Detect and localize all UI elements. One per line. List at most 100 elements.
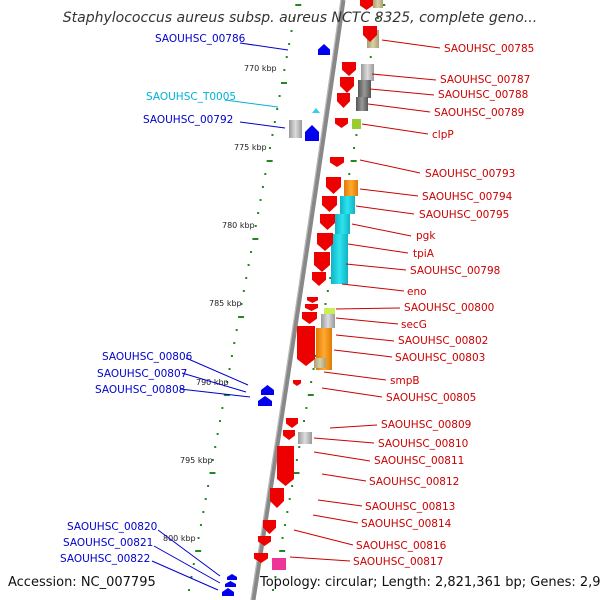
gene-label[interactable]: SAOUHSC_00809 (381, 419, 471, 431)
reverse-gene-arrow[interactable] (258, 536, 271, 546)
gene-label[interactable]: clpP (432, 129, 454, 141)
track-tick (238, 316, 245, 318)
leader-line (179, 388, 251, 398)
gene-label[interactable]: SAOUHSC_00795 (419, 209, 509, 221)
trna-gene-arrow[interactable] (312, 108, 320, 113)
reverse-gene-arrow[interactable] (312, 272, 326, 286)
gene-label[interactable]: SAOUHSC_00817 (353, 556, 443, 568)
gene-label[interactable]: eno (407, 286, 427, 298)
track-tick (204, 498, 207, 500)
gene-label[interactable]: SAOUHSC_00803 (395, 352, 485, 364)
reverse-gene-arrow[interactable] (317, 233, 333, 251)
reverse-gene-arrow[interactable] (320, 214, 335, 230)
reverse-gene-arrow[interactable] (270, 488, 284, 508)
track-tick (293, 472, 300, 474)
track-tick (298, 446, 301, 448)
gene-label[interactable]: SAOUHSC_00802 (398, 335, 488, 347)
gene-label[interactable]: SAOUHSC_00813 (365, 501, 455, 513)
accession-text: Accession: NC_007795 (8, 575, 156, 590)
gene-label[interactable]: SAOUHSC_00793 (425, 168, 515, 180)
gene-label[interactable]: SAOUHSC_00789 (434, 107, 524, 119)
leader-line (341, 283, 405, 292)
track-tick (307, 394, 314, 396)
reverse-gene-arrow[interactable] (263, 520, 276, 534)
reverse-gene-arrow[interactable] (330, 157, 344, 167)
track-tick (269, 147, 272, 149)
track-tick (295, 4, 302, 6)
forward-gene-arrow[interactable] (258, 396, 272, 406)
track-tick (278, 95, 281, 97)
track-tick (292, 17, 295, 19)
reverse-gene-arrow[interactable] (326, 177, 341, 194)
reverse-gene-arrow[interactable] (314, 252, 330, 272)
gene-label[interactable]: SAOUHSC_00816 (356, 540, 447, 552)
gene-label[interactable]: tpiA (413, 248, 435, 260)
forward-gene-arrow[interactable] (305, 125, 319, 141)
reverse-gene-arrow[interactable] (342, 62, 356, 76)
forward-gene-arrow[interactable] (227, 574, 237, 580)
gene-label[interactable]: SAOUHSC_00786 (155, 33, 246, 45)
reverse-gene-arrow[interactable] (340, 77, 354, 93)
track-tick (211, 459, 214, 461)
gene-label[interactable]: SAOUHSC_00811 (374, 455, 464, 467)
forward-gene-arrow[interactable] (222, 588, 234, 596)
page-title: Staphylococcus aureus subsp. aureus NCTC… (63, 10, 537, 26)
track-tick (312, 368, 315, 370)
reverse-gene-arrow[interactable] (335, 118, 348, 128)
leader-line (369, 88, 435, 96)
gene-label[interactable]: pgk (416, 230, 436, 242)
gene-label[interactable]: SAOUHSC_00808 (95, 384, 185, 396)
gene-label[interactable]: SAOUHSC_00820 (67, 521, 157, 533)
track-tick (195, 550, 202, 552)
reverse-gene-arrow[interactable] (283, 430, 295, 440)
gene-label[interactable]: SAOUHSC_00810 (378, 438, 468, 450)
leader-line (335, 307, 401, 310)
gene-label[interactable]: SAOUHSC_00805 (386, 392, 476, 404)
reverse-gene-arrow[interactable] (307, 297, 318, 303)
track-tick (214, 446, 217, 448)
gene-label[interactable]: SAOUHSC_00788 (438, 89, 528, 101)
reverse-gene-arrow[interactable] (254, 553, 268, 563)
gene-label[interactable]: SAOUHSC_00800 (404, 302, 494, 314)
trna-label[interactable]: SAOUHSC_T0005 (146, 91, 236, 103)
reverse-gene-arrow[interactable] (322, 196, 337, 212)
reverse-gene-arrow[interactable] (277, 446, 294, 486)
track-tick (276, 108, 279, 110)
gene-label[interactable]: SAOUHSC_00792 (143, 114, 233, 126)
leader-line (335, 334, 395, 342)
leader-line (355, 205, 415, 215)
gene-label[interactable]: SAOUHSC_00785 (444, 43, 534, 55)
track-tick (310, 381, 313, 383)
reverse-gene-arrow[interactable] (297, 326, 315, 366)
leader-line (321, 387, 383, 398)
reverse-gene-arrow[interactable] (305, 304, 318, 311)
gene-label[interactable]: SAOUHSC_00814 (361, 518, 452, 530)
gene-label[interactable]: SAOUHSC_00822 (60, 553, 150, 565)
forward-gene-arrow[interactable] (261, 385, 274, 395)
reverse-gene-arrow[interactable] (337, 93, 350, 108)
reverse-gene-arrow[interactable] (363, 26, 377, 42)
reverse-gene-arrow[interactable] (286, 418, 298, 428)
gene-label[interactable]: SAOUHSC_00807 (97, 368, 187, 380)
gene-label[interactable]: SAOUHSC_00812 (369, 476, 459, 488)
gene-label[interactable]: SAOUHSC_00806 (102, 351, 193, 363)
gene-label[interactable]: SAOUHSC_00787 (440, 74, 530, 86)
gene-label[interactable]: smpB (390, 375, 420, 387)
gene-label[interactable]: secG (401, 319, 427, 331)
reverse-gene-arrow[interactable] (293, 380, 301, 386)
leader-line (313, 437, 375, 444)
track-tick (272, 589, 275, 591)
forward-gene-arrow[interactable] (318, 44, 330, 55)
reverse-gene-arrow[interactable] (360, 0, 373, 10)
kbp-axis-labels: 770 kbp 775 kbp 780 kbp 785 kbp 790 kbp … (163, 64, 277, 543)
gene-label[interactable]: SAOUHSC_00821 (63, 537, 153, 549)
forward-gene-arrow[interactable] (225, 581, 236, 587)
reverse-gene-arrow[interactable] (302, 312, 317, 324)
leader-line (239, 121, 286, 129)
track-tick (197, 537, 200, 539)
track-tick (259, 199, 262, 201)
gene-label[interactable]: SAOUHSC_00798 (410, 265, 500, 277)
track-tick (266, 160, 273, 162)
gene-label[interactable]: SAOUHSC_00794 (422, 191, 513, 203)
